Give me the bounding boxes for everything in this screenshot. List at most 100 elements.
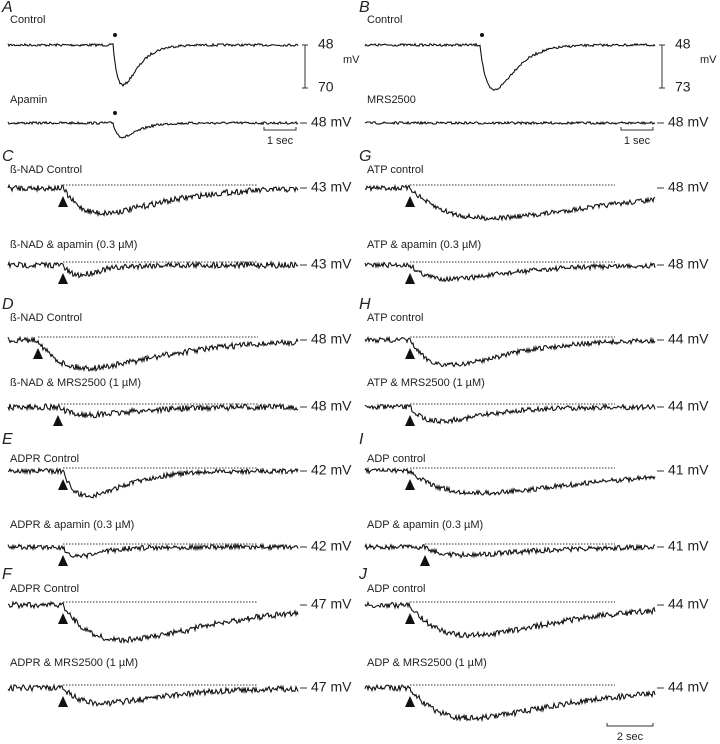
trace-label: ADPR & MRS2500 (1 µM) (10, 657, 138, 669)
trace-label: Control (367, 14, 402, 26)
stimulus-dot (113, 33, 117, 37)
potential-label: 42 mV (311, 462, 352, 478)
trace-label: MRS2500 (367, 94, 416, 106)
panel-letter: B (359, 0, 370, 16)
potential-label: 48 mV (668, 179, 709, 195)
stimulus-arrow (33, 348, 43, 359)
time-bar-label: 1 sec (624, 135, 651, 147)
potential-label: 48 mV (668, 256, 709, 272)
time-bar-label: 2 sec (617, 731, 644, 743)
trace-label: ADPR Control (10, 453, 79, 465)
panel-letter: C (2, 148, 14, 165)
stimulus-arrow (58, 479, 68, 490)
potential-label: 43 mV (311, 256, 352, 272)
potential-label: 48 mV (311, 331, 352, 347)
trace (364, 466, 656, 496)
stimulus-arrow (405, 613, 415, 624)
stimulus-arrow (58, 613, 68, 624)
stimulus-arrow (58, 196, 68, 207)
trace-label: ATP control (367, 312, 423, 324)
stimulus-arrow (58, 696, 68, 707)
trace (364, 335, 656, 368)
potential-label: 41 mV (668, 462, 709, 478)
stimulus-arrow (405, 273, 415, 284)
trace (364, 42, 656, 92)
stimulus-dot (113, 111, 117, 115)
trace (7, 183, 299, 218)
potential-label: 42 mV (311, 538, 352, 554)
scale-top: 48 (675, 36, 691, 52)
scale-bottom: 73 (675, 79, 691, 95)
trace-label: ß-NAD & MRS2500 (1 µM) (10, 377, 141, 389)
potential-label: 48 mV (311, 114, 352, 130)
trace (7, 466, 299, 499)
trace (7, 120, 299, 139)
stimulus-arrow (58, 555, 68, 566)
panel-letter: G (359, 148, 371, 165)
stimulus-arrow (58, 273, 68, 284)
potential-label: 47 mV (311, 596, 352, 612)
panel-letter: J (358, 566, 368, 583)
trace (364, 600, 656, 639)
potential-label: 48 mV (668, 114, 709, 130)
potential-label: 41 mV (668, 538, 709, 554)
potential-label: 44 mV (668, 331, 709, 347)
stimulus-arrow (405, 696, 415, 707)
trace-label: Apamin (10, 94, 47, 106)
scale-unit: mV (343, 54, 360, 66)
trace (364, 403, 656, 425)
panel-letter: D (2, 296, 14, 313)
potential-label: 44 mV (668, 398, 709, 414)
stimulus-dot (480, 33, 484, 37)
trace (7, 600, 299, 645)
trace (364, 542, 655, 559)
trace-label: ATP & MRS2500 (1 µM) (367, 377, 485, 389)
time-bar (620, 127, 654, 131)
panel-letter: H (359, 296, 371, 313)
stimulus-arrow (405, 196, 415, 207)
trace (364, 261, 656, 283)
panel-letter: A (1, 0, 13, 16)
trace (7, 260, 299, 279)
trace (7, 402, 298, 419)
trace (7, 683, 299, 707)
trace-label: ADP & MRS2500 (1 µM) (367, 657, 487, 669)
trace (7, 542, 299, 560)
panel-letter: E (2, 431, 13, 448)
time-bar-label: 1 sec (267, 135, 294, 147)
time-bar (606, 723, 654, 727)
trace-label: ADPR Control (10, 583, 79, 595)
trace-label: ß-NAD & apamin (0.3 µM) (10, 239, 137, 251)
trace-label: ß-NAD Control (10, 312, 82, 324)
trace-label: ATP & apamin (0.3 µM) (367, 239, 481, 251)
potential-label: 43 mV (311, 179, 352, 195)
potential-label: 44 mV (668, 596, 709, 612)
stimulus-arrow (405, 348, 415, 359)
scale-top: 48 (318, 36, 334, 52)
trace-label: ADPR & apamin (0.3 µM) (10, 519, 134, 531)
trace (364, 183, 656, 222)
stimulus-arrow (405, 415, 415, 426)
stimulus-arrow (405, 479, 415, 490)
trace-label: ADP control (367, 583, 426, 595)
time-bar (263, 127, 297, 131)
panel-letter: I (359, 431, 364, 448)
trace (364, 683, 656, 723)
panel-letter: F (2, 566, 13, 583)
stimulus-arrow (420, 555, 430, 566)
potential-label: 47 mV (311, 679, 352, 695)
trace (7, 335, 299, 372)
trace-label: ADP control (367, 453, 426, 465)
trace-label: ADP & apamin (0.3 µM) (367, 519, 483, 531)
trace-label: ß-NAD Control (10, 164, 82, 176)
trace (7, 42, 299, 87)
stimulus-arrow (53, 415, 63, 426)
potential-label: 44 mV (668, 679, 709, 695)
trace (365, 120, 656, 126)
potential-label: 48 mV (311, 398, 352, 414)
trace-label: ATP control (367, 164, 423, 176)
scale-bottom: 70 (318, 79, 334, 95)
scale-unit: mV (700, 54, 717, 66)
trace-label: Control (10, 14, 45, 26)
